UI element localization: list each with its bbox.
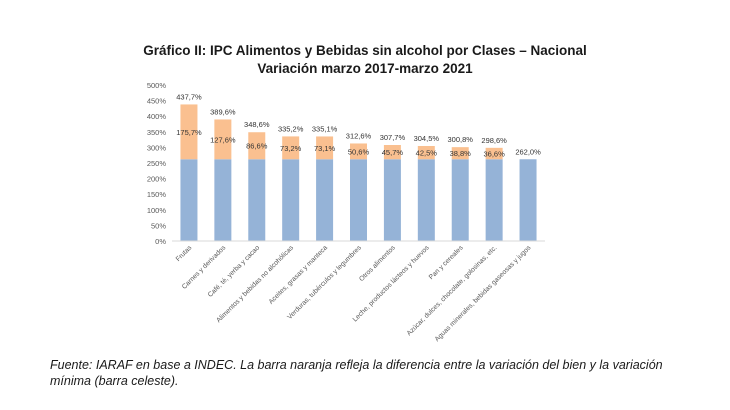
bar-difference-segment bbox=[282, 136, 300, 160]
total-data-label: 437,7% bbox=[176, 92, 202, 101]
segment-data-label: 73,1% bbox=[314, 144, 336, 153]
total-data-label: 304,5% bbox=[414, 134, 440, 143]
bar-base-segment bbox=[417, 159, 435, 241]
bar-base-segment bbox=[350, 159, 367, 241]
total-data-label: 335,2% bbox=[278, 124, 304, 133]
bar-difference-segment bbox=[214, 119, 232, 160]
y-tick-label: 250% bbox=[147, 159, 167, 168]
bar-base-segment bbox=[519, 159, 537, 241]
chart-title: Gráfico II: IPC Alimentos y Bebidas sin … bbox=[0, 42, 730, 78]
chart-subtitle: Variación marzo 2017-marzo 2021 bbox=[257, 61, 473, 76]
y-tick-label: 150% bbox=[147, 190, 167, 199]
bar-difference-segment bbox=[316, 136, 334, 160]
bar-difference-segment bbox=[350, 143, 367, 160]
y-tick-label: 350% bbox=[147, 128, 167, 137]
y-tick-label: 200% bbox=[147, 175, 167, 184]
y-tick-label: 500% bbox=[147, 81, 167, 90]
bar-base-segment bbox=[248, 159, 266, 241]
x-tick-label: Verduras, tubérculos y legumbres bbox=[286, 244, 363, 321]
segment-data-label: 86,6% bbox=[246, 142, 268, 151]
y-tick-label: 100% bbox=[147, 206, 167, 215]
x-tick-label: Frutas bbox=[175, 244, 194, 263]
bar-base-segment bbox=[214, 159, 232, 241]
y-tick-label: 300% bbox=[147, 143, 167, 152]
y-axis: 0% 50% 100% 150% 200% 250% 300% 350% 400% 450% 500… bbox=[147, 81, 167, 246]
bar-base-segment bbox=[316, 159, 334, 241]
bar-difference-segment bbox=[180, 104, 198, 160]
total-data-label: 389,6% bbox=[210, 107, 236, 116]
bar-difference-segment bbox=[383, 144, 401, 160]
data-labels: 175,7% 437,7% 127,6% 389,6% 86,6% 348,6% 73,2%… bbox=[176, 92, 541, 158]
total-data-label: 348,6% bbox=[244, 120, 270, 129]
bar-base-segment bbox=[383, 159, 401, 241]
total-data-label: 312,6% bbox=[346, 131, 372, 140]
segment-data-label: 42,5% bbox=[416, 149, 438, 158]
x-tick-label: Aceites, grasas y manteca bbox=[268, 244, 329, 305]
bar-base-segment bbox=[485, 159, 503, 241]
bar-difference-segment bbox=[248, 132, 266, 160]
bar-base-segment bbox=[282, 159, 300, 241]
total-data-label: 307,7% bbox=[380, 133, 406, 142]
segment-data-label: 127,6% bbox=[210, 135, 236, 144]
bars bbox=[180, 104, 537, 241]
y-tick-label: 50% bbox=[151, 221, 166, 230]
source-note: Fuente: IARAF en base a INDEC. La barra … bbox=[50, 358, 663, 388]
total-data-label: 335,1% bbox=[312, 124, 338, 133]
x-tick-label: Pan y cereales bbox=[428, 244, 465, 281]
x-tick-label: Leche, productos lácteos y huevos bbox=[352, 244, 431, 323]
chart-title-line: Gráfico II: IPC Alimentos y Bebidas sin … bbox=[143, 43, 587, 58]
bar-chart: 0% 50% 100% 150% 200% 250% 300% 350% 400% 450% 500… bbox=[147, 81, 545, 343]
segment-data-label: 45,7% bbox=[382, 148, 404, 157]
x-tick-label: Otros alimentos bbox=[358, 244, 397, 283]
bar-difference-segment bbox=[417, 145, 435, 160]
bar-difference-segment bbox=[485, 147, 503, 160]
segment-data-label: 175,7% bbox=[176, 128, 202, 137]
y-tick-label: 0% bbox=[155, 237, 166, 246]
total-data-label: 300,8% bbox=[448, 135, 474, 144]
y-tick-label: 400% bbox=[147, 112, 167, 121]
total-data-label: 262,0% bbox=[515, 147, 541, 156]
bar-difference-segment bbox=[451, 147, 469, 160]
total-data-label: 298,6% bbox=[481, 136, 507, 145]
segment-data-label: 36,6% bbox=[483, 150, 505, 159]
bar-base-segment bbox=[451, 159, 469, 241]
segment-data-label: 73,2% bbox=[280, 144, 302, 153]
y-tick-label: 450% bbox=[147, 97, 167, 106]
segment-data-label: 50,6% bbox=[348, 147, 370, 156]
bar-base-segment bbox=[180, 159, 198, 241]
segment-data-label: 38,8% bbox=[450, 149, 472, 158]
